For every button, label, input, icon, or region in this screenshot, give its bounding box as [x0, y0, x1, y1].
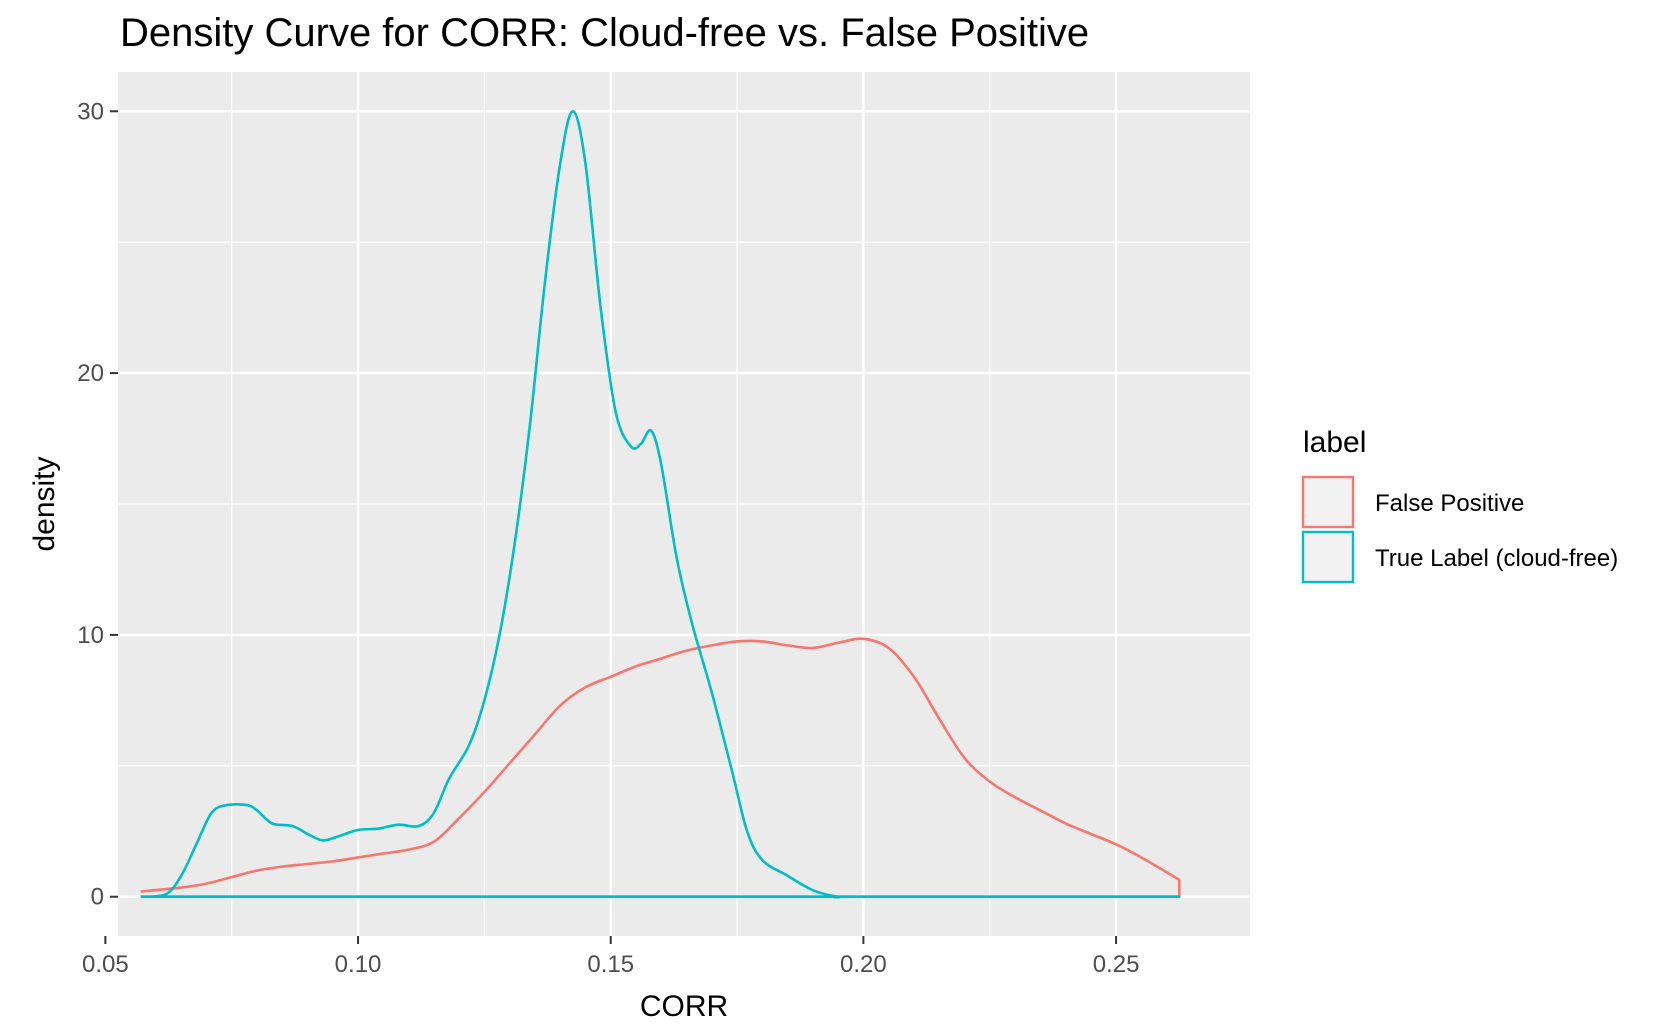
- legend-title: label: [1303, 426, 1366, 459]
- legend: label False Positive True Label (cloud-f…: [1301, 426, 1618, 584]
- legend-label-false-positive: False Positive: [1375, 490, 1524, 517]
- series-layer: [140, 109, 1181, 899]
- legend-key-true-label: [1301, 530, 1355, 584]
- legend-key-false-positive: [1301, 475, 1355, 529]
- y-tick-label: 0: [91, 884, 104, 911]
- chart-title: Density Curve for CORR: Cloud-free vs. F…: [120, 11, 1089, 55]
- x-axis-ticks: 0.05 0.10 0.15 0.20 0.25: [82, 936, 1139, 978]
- y-tick-label: 10: [77, 622, 104, 649]
- x-tick-label: 0.15: [587, 951, 634, 978]
- x-tick-label: 0.05: [82, 951, 129, 978]
- legend-label-true-label: True Label (cloud-free): [1375, 545, 1618, 572]
- major-gridlines: [104, 72, 1250, 936]
- y-axis-ticks: 0 10 20 30: [77, 98, 118, 911]
- x-tick-label: 0.10: [335, 951, 382, 978]
- minor-gridlines: [118, 72, 1250, 936]
- y-axis-title: density: [28, 456, 61, 551]
- false-positive-density-line: [140, 637, 1181, 899]
- x-tick-label: 0.25: [1093, 951, 1140, 978]
- y-tick-label: 20: [77, 360, 104, 387]
- y-tick-label: 30: [77, 98, 104, 125]
- x-tick-label: 0.20: [840, 951, 887, 978]
- true-label-density-line: [140, 109, 1181, 899]
- x-axis-title: CORR: [640, 990, 728, 1023]
